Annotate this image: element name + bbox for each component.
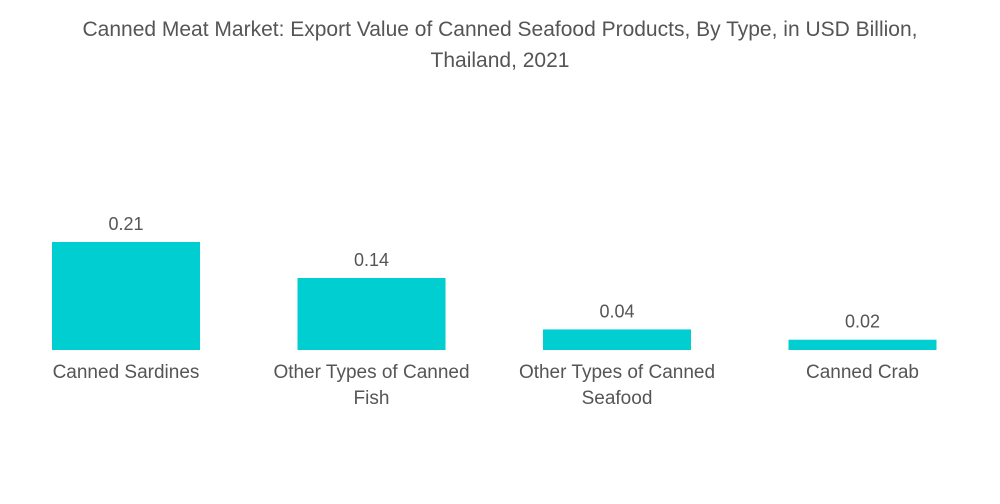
category-label-2-line-1: Other Types of Canned (273, 362, 469, 383)
bar-4 (788, 339, 937, 350)
chart-title-line-1: Canned Meat Market: Export Value of Cann… (82, 18, 918, 41)
category-label-2: Other Types of Canned Fish (273, 362, 469, 409)
chart-title-line-2: Thailand, 2021 (430, 49, 570, 72)
category-label-3-line-2: Seafood (582, 388, 653, 409)
data-label-2: 0.14 (354, 250, 389, 270)
category-label-3-line-1: Other Types of Canned (519, 362, 715, 383)
category-label-2-line-2: Fish (354, 388, 390, 409)
category-label-1: Canned Sardines (53, 362, 200, 383)
data-label-1: 0.21 (108, 214, 143, 234)
bar-2 (297, 278, 446, 350)
category-label-4: Canned Crab (806, 362, 919, 383)
category-label-3: Other Types of Canned Seafood (519, 362, 715, 409)
bar-3 (543, 329, 691, 350)
data-label-4: 0.02 (845, 312, 880, 332)
category-label-1-line-1: Canned Sardines (53, 362, 200, 383)
category-label-4-line-1: Canned Crab (806, 362, 919, 383)
chart-title: Canned Meat Market: Export Value of Cann… (0, 14, 1000, 76)
bar-1 (52, 242, 200, 350)
data-label-3: 0.04 (599, 301, 634, 321)
